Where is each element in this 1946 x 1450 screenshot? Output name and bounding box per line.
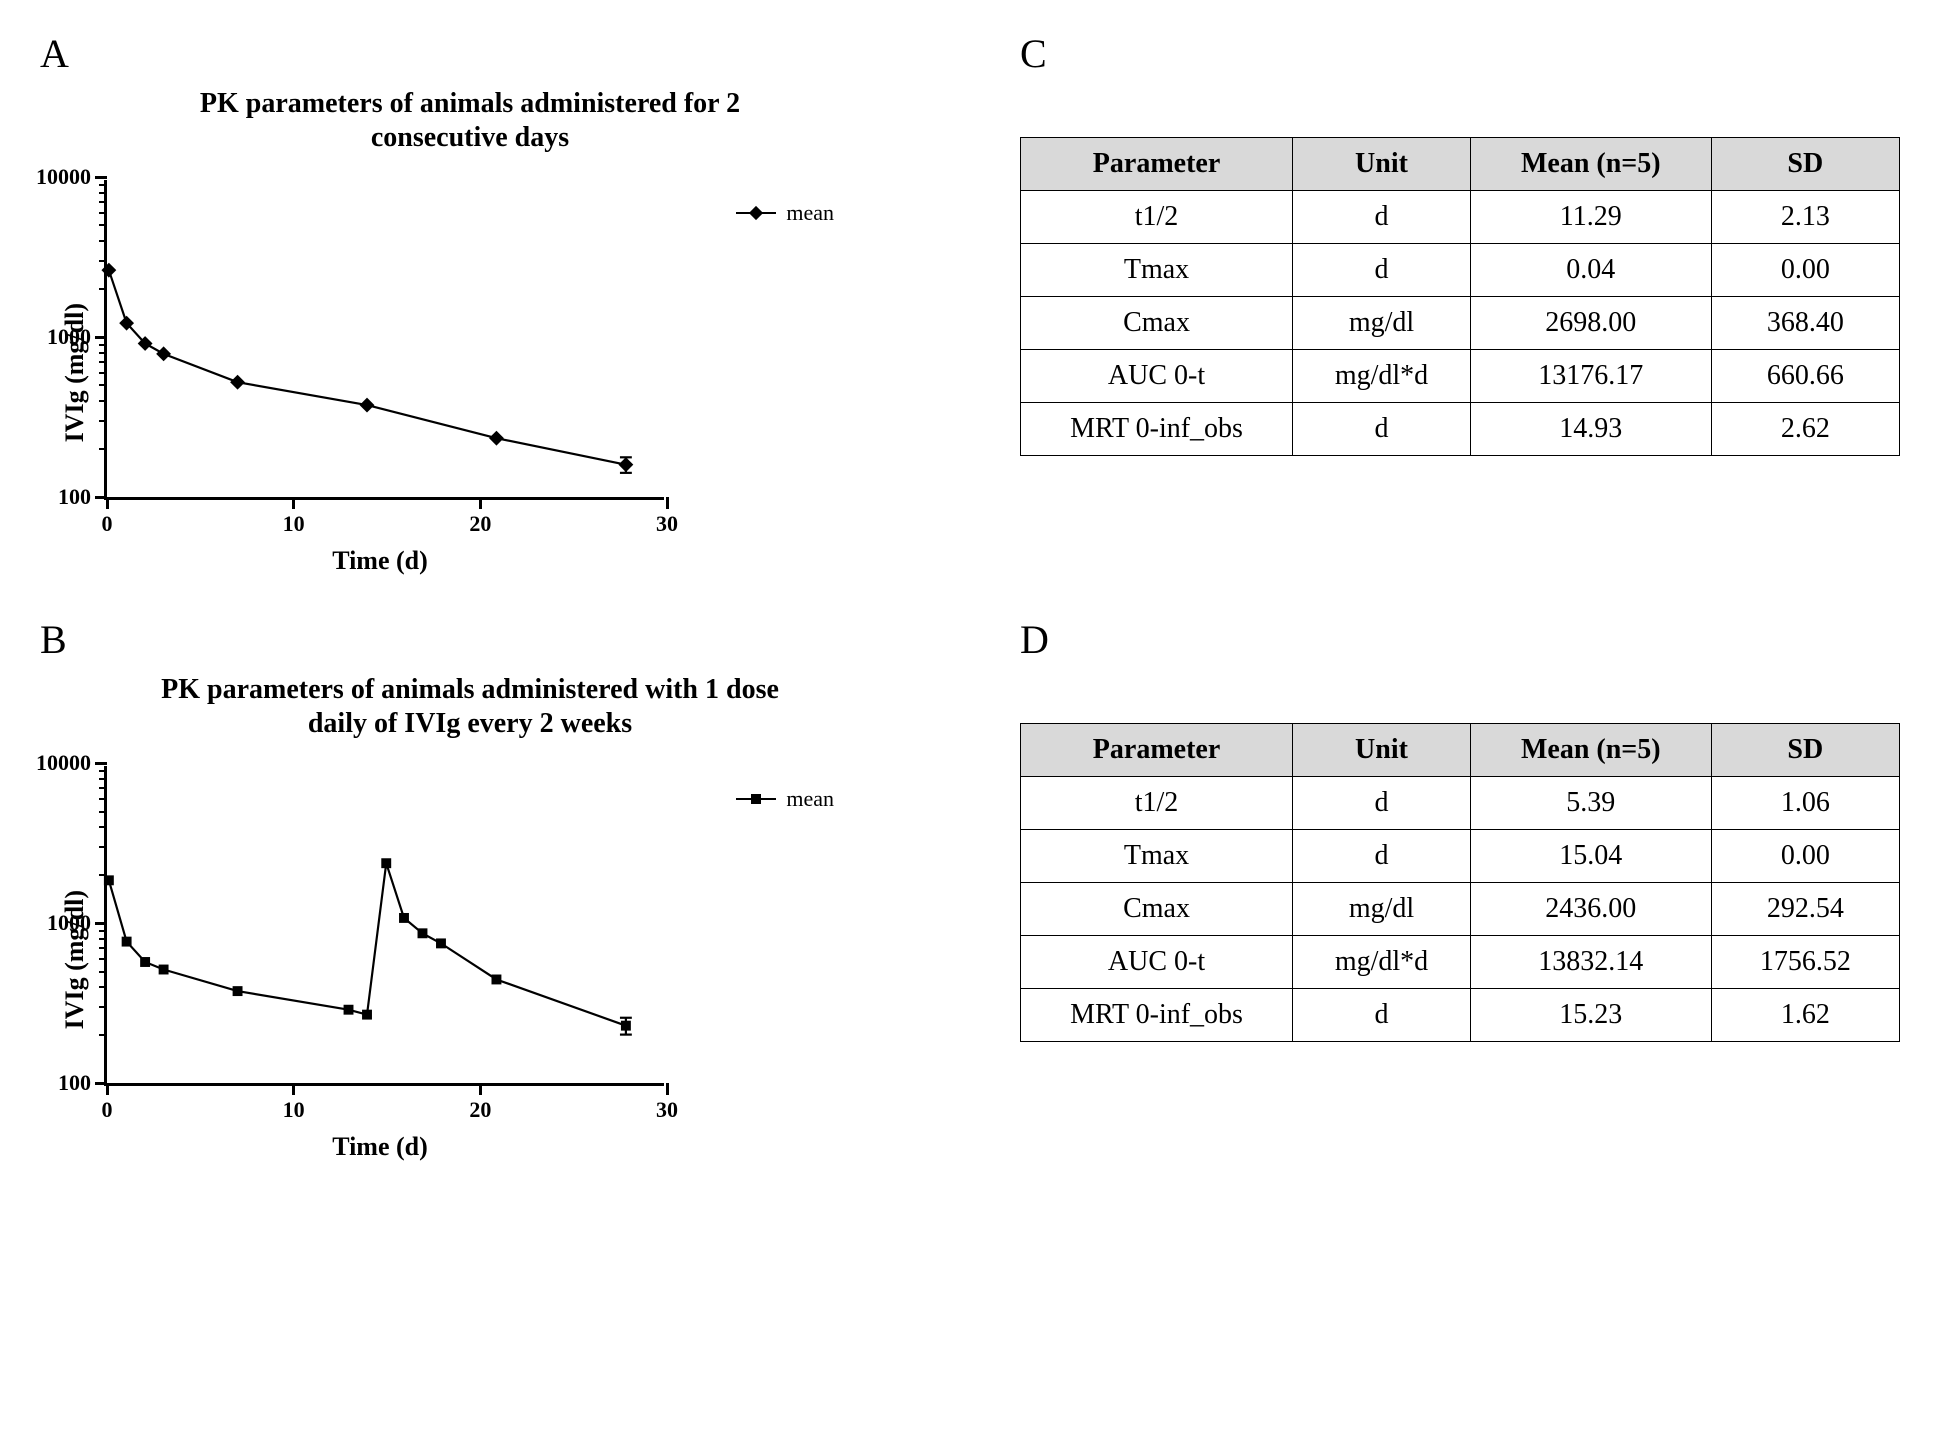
ytick-label: 100	[58, 1070, 91, 1096]
table-header: Mean (n=5)	[1470, 138, 1711, 191]
table-cell: mg/dl	[1293, 297, 1471, 350]
ytick-label: 1000	[47, 910, 91, 936]
ytick-label: 100	[58, 484, 91, 510]
ytick-label: 1000	[47, 324, 91, 350]
table-cell: d	[1293, 830, 1471, 883]
table-cell: d	[1293, 777, 1471, 830]
chart-a-title: PK parameters of animals administered fo…	[140, 87, 800, 154]
xtick-label: 10	[283, 511, 305, 537]
table-row: AUC 0-tmg/dl*d13832.141756.52	[1021, 936, 1900, 989]
chart-legend: mean	[736, 200, 834, 226]
table-cell: 2436.00	[1470, 883, 1711, 936]
chart-b-plot: 1001000100000102030mean	[104, 766, 664, 1086]
xtick-label: 20	[469, 511, 491, 537]
table-cell: 11.29	[1470, 191, 1711, 244]
table-cell: 15.04	[1470, 830, 1711, 883]
table-row: t1/2d11.292.13	[1021, 191, 1900, 244]
table-cell: 1.06	[1711, 777, 1899, 830]
table-cell: 13832.14	[1470, 936, 1711, 989]
chart-a: PK parameters of animals administered fo…	[60, 87, 880, 576]
table-c: ParameterUnitMean (n=5)SDt1/2d11.292.13T…	[1020, 137, 1900, 456]
chart-b: PK parameters of animals administered wi…	[60, 673, 880, 1162]
table-cell: 1.62	[1711, 989, 1899, 1042]
ytick-label: 10000	[36, 164, 91, 190]
xtick-label: 10	[283, 1097, 305, 1123]
table-cell: MRT 0-inf_obs	[1021, 989, 1293, 1042]
table-cell: AUC 0-t	[1021, 350, 1293, 403]
table-cell: Cmax	[1021, 297, 1293, 350]
panel-b: B PK parameters of animals administered …	[40, 616, 980, 1162]
table-d: ParameterUnitMean (n=5)SDt1/2d5.391.06Tm…	[1020, 723, 1900, 1042]
table-cell: 660.66	[1711, 350, 1899, 403]
table-row: Tmaxd0.040.00	[1021, 244, 1900, 297]
table-row: Tmaxd15.040.00	[1021, 830, 1900, 883]
table-cell: mg/dl	[1293, 883, 1471, 936]
panel-d: D ParameterUnitMean (n=5)SDt1/2d5.391.06…	[1020, 616, 1906, 1162]
table-cell: d	[1293, 191, 1471, 244]
table-row: AUC 0-tmg/dl*d13176.17660.66	[1021, 350, 1900, 403]
table-cell: 2.13	[1711, 191, 1899, 244]
table-cell: MRT 0-inf_obs	[1021, 403, 1293, 456]
panel-label-d: D	[1020, 616, 1906, 663]
table-cell: 14.93	[1470, 403, 1711, 456]
table-row: MRT 0-inf_obsd15.231.62	[1021, 989, 1900, 1042]
panel-label-b: B	[40, 616, 980, 663]
chart-a-plot: 1001000100000102030mean	[104, 180, 664, 500]
table-cell: mg/dl*d	[1293, 350, 1471, 403]
table-header: Unit	[1293, 724, 1471, 777]
table-header: SD	[1711, 724, 1899, 777]
legend-label: mean	[786, 786, 834, 812]
xtick-label: 0	[102, 511, 113, 537]
chart-a-xlabel: Time (d)	[332, 546, 428, 576]
table-cell: 2.62	[1711, 403, 1899, 456]
table-cell: 0.00	[1711, 830, 1899, 883]
panel-label-a: A	[40, 30, 980, 77]
table-cell: mg/dl*d	[1293, 936, 1471, 989]
xtick-label: 20	[469, 1097, 491, 1123]
table-row: Cmaxmg/dl2698.00368.40	[1021, 297, 1900, 350]
panel-c: C ParameterUnitMean (n=5)SDt1/2d11.292.1…	[1020, 30, 1906, 576]
chart-legend: mean	[736, 786, 834, 812]
table-cell: t1/2	[1021, 191, 1293, 244]
table-cell: 0.00	[1711, 244, 1899, 297]
table-cell: AUC 0-t	[1021, 936, 1293, 989]
figure-grid: A PK parameters of animals administered …	[40, 30, 1906, 1162]
panel-label-c: C	[1020, 30, 1906, 77]
table-cell: 13176.17	[1470, 350, 1711, 403]
table-row: MRT 0-inf_obsd14.932.62	[1021, 403, 1900, 456]
table-cell: 0.04	[1470, 244, 1711, 297]
table-cell: t1/2	[1021, 777, 1293, 830]
xtick-label: 30	[656, 1097, 678, 1123]
table-cell: Cmax	[1021, 883, 1293, 936]
table-cell: 2698.00	[1470, 297, 1711, 350]
table-cell: 292.54	[1711, 883, 1899, 936]
table-cell: 1756.52	[1711, 936, 1899, 989]
table-row: t1/2d5.391.06	[1021, 777, 1900, 830]
chart-b-title: PK parameters of animals administered wi…	[140, 673, 800, 740]
panel-a: A PK parameters of animals administered …	[40, 30, 980, 576]
table-cell: 368.40	[1711, 297, 1899, 350]
table-cell: 15.23	[1470, 989, 1711, 1042]
xtick-label: 0	[102, 1097, 113, 1123]
table-cell: Tmax	[1021, 244, 1293, 297]
table-header: Mean (n=5)	[1470, 724, 1711, 777]
table-header: Parameter	[1021, 724, 1293, 777]
legend-label: mean	[786, 200, 834, 226]
table-cell: d	[1293, 989, 1471, 1042]
table-cell: Tmax	[1021, 830, 1293, 883]
table-cell: d	[1293, 403, 1471, 456]
table-header: Unit	[1293, 138, 1471, 191]
table-header: SD	[1711, 138, 1899, 191]
chart-b-xlabel: Time (d)	[332, 1132, 428, 1162]
table-header: Parameter	[1021, 138, 1293, 191]
table-cell: d	[1293, 244, 1471, 297]
table-row: Cmaxmg/dl2436.00292.54	[1021, 883, 1900, 936]
ytick-label: 10000	[36, 750, 91, 776]
xtick-label: 30	[656, 511, 678, 537]
table-cell: 5.39	[1470, 777, 1711, 830]
